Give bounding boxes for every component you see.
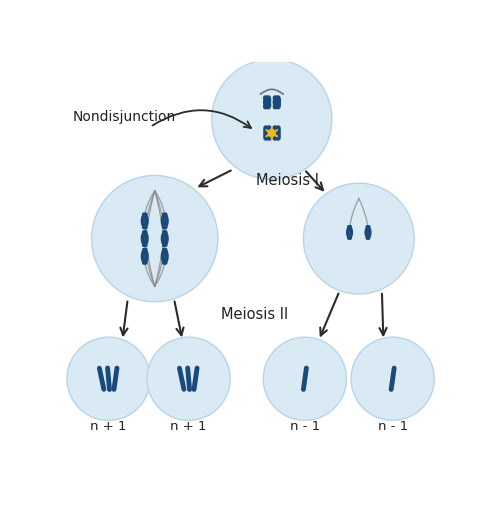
Text: n + 1: n + 1 — [90, 420, 127, 433]
FancyArrowPatch shape — [152, 110, 251, 128]
Circle shape — [351, 337, 434, 420]
Polygon shape — [266, 126, 278, 140]
Circle shape — [212, 59, 332, 180]
Circle shape — [147, 337, 230, 420]
Text: n + 1: n + 1 — [170, 420, 207, 433]
Text: n - 1: n - 1 — [378, 420, 408, 433]
Circle shape — [92, 175, 218, 302]
Text: Nondisjunction: Nondisjunction — [72, 110, 175, 124]
Circle shape — [264, 337, 347, 420]
Text: Meiosis II: Meiosis II — [221, 307, 289, 322]
Circle shape — [303, 183, 414, 294]
Text: Meiosis I: Meiosis I — [256, 173, 319, 188]
Text: n - 1: n - 1 — [290, 420, 320, 433]
Circle shape — [67, 337, 150, 420]
